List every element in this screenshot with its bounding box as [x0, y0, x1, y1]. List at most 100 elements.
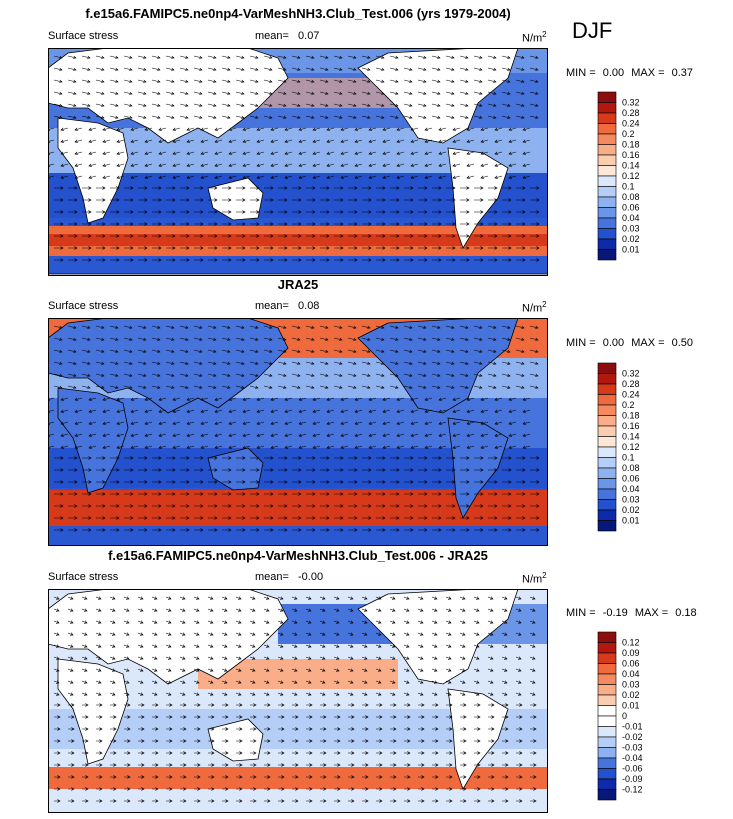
panel3-vector-arrow: [403, 620, 410, 624]
panel1-vector-arrow: [417, 115, 427, 120]
panel3-vector-arrow: [362, 763, 369, 767]
panel3-vector-arrow: [529, 668, 536, 672]
panel2-vector-arrow: [418, 480, 428, 484]
panel1-vector-arrow: [81, 67, 91, 72]
panel3-vector-arrow: [473, 656, 480, 660]
panel1-vector-arrow: [445, 91, 455, 96]
panel2-vector-arrow: [130, 397, 139, 401]
panel1-vector-arrow: [516, 210, 526, 214]
panel3-vector-arrow: [207, 680, 214, 684]
panel3-vector-arrow: [334, 703, 341, 707]
panel3-vector-arrow: [235, 668, 242, 672]
panel3-vector-arrow: [403, 644, 410, 648]
panel2-vector-arrow: [298, 433, 307, 437]
panel1-vector-arrow: [256, 175, 265, 179]
panel2-vector-arrow: [424, 421, 433, 425]
panel2-vector-arrow: [445, 337, 455, 342]
panel1-vector-arrow: [487, 91, 497, 96]
panel2-vector-arrow: [250, 468, 260, 472]
panel1-vector-arrow: [404, 258, 414, 262]
panel2-vector-arrow: [446, 516, 456, 520]
panel3-vector-arrow: [193, 680, 200, 684]
panel2-vector-arrow: [515, 373, 525, 378]
panel1-vector-arrow: [144, 151, 153, 155]
panel1-vector-arrow: [333, 103, 343, 108]
panel3-vector-arrow: [235, 680, 242, 684]
panel1-vector-arrow: [123, 91, 133, 96]
panel1-vector-arrow: [256, 127, 265, 131]
panel1-vector-arrow: [368, 127, 377, 131]
panel3-vector-arrow: [305, 596, 312, 600]
panel3-vector-arrow: [96, 775, 103, 779]
panel3-vector-arrow: [502, 715, 509, 719]
panel2-vector-arrow: [319, 385, 329, 390]
panel1-vector-arrow: [137, 79, 147, 84]
panel2-vector-arrow: [404, 492, 414, 496]
panel2-vector-arrow: [530, 504, 540, 508]
panel3-vector-arrow: [473, 644, 480, 648]
panel3-mean-value: -0.00: [298, 571, 324, 583]
panel3-vector-arrow: [362, 775, 369, 779]
panel2-vector-arrow: [529, 349, 539, 354]
panel3-vector-arrow: [431, 644, 438, 648]
panel2-vector-arrow: [124, 516, 134, 520]
panel3-vector-arrow: [236, 703, 243, 707]
panel1-vector-arrow: [515, 91, 525, 96]
panel2-vector-arrow: [362, 504, 372, 508]
panel2-vector-arrow: [138, 468, 148, 472]
panel3-colorbar-swatch: [597, 642, 617, 654]
panel3-vector-arrow: [151, 596, 158, 600]
panel2-vector-arrow: [200, 445, 209, 449]
panel3-colorbar-tick-label: -0.12: [622, 785, 643, 795]
panel2-vector-arrow: [222, 528, 232, 532]
panel3-colorbar-tick-label: -0.06: [622, 764, 643, 774]
panel1-vector-arrow: [221, 55, 231, 60]
panel3-vector-arrow: [152, 787, 159, 791]
panel1-vector-arrow: [390, 246, 400, 250]
panel3-vector-arrow: [277, 644, 284, 648]
panel2-vector-arrow: [348, 480, 358, 484]
panel2-vector-arrow: [473, 373, 483, 378]
panel1-vector-arrow: [291, 67, 301, 72]
panel1-vector-arrow: [249, 115, 259, 120]
panel1-vector-arrow: [508, 151, 517, 155]
panel1-vector-arrow: [529, 79, 539, 84]
panel3-vector-arrow: [305, 644, 312, 648]
panel2-vector-arrow: [256, 397, 265, 401]
panel1-colorbar-swatch: [597, 154, 617, 166]
panel3-vector-arrow: [334, 715, 341, 719]
panel3-vector-arrow: [362, 751, 369, 755]
panel2-vector-arrow: [138, 504, 148, 508]
panel3-vector-arrow: [151, 620, 158, 624]
panel3-vector-arrow: [502, 703, 509, 707]
panel1-vector-arrow: [431, 103, 441, 108]
panel2-vector-arrow: [334, 492, 344, 496]
panel3-vector-arrow: [488, 703, 495, 707]
panel2-vector-arrow: [403, 361, 413, 366]
panel2-vector-arrow: [194, 492, 204, 496]
panel2-vector-arrow: [74, 421, 83, 425]
panel2-vector-arrow: [473, 349, 483, 354]
panel3-vector-arrow: [347, 632, 354, 636]
panel2-vector-arrow: [278, 480, 288, 484]
panel2-vector-arrow: [390, 516, 400, 520]
panel1-vector-arrow: [124, 210, 134, 214]
panel1-vector-arrow: [432, 222, 442, 226]
panel1-colorbar-swatch: [597, 217, 617, 229]
panel1-vector-arrow: [95, 91, 105, 96]
panel1-vector-arrow: [180, 198, 190, 202]
panel3-vector-arrow: [404, 763, 411, 767]
panel1-vector-arrow: [445, 115, 455, 120]
panel1-vector-arrow: [277, 67, 287, 72]
panel2-vector-arrow: [250, 504, 260, 508]
panel3-colorbar-tick-label: -0.04: [622, 753, 643, 763]
panel3-vector-arrow: [138, 799, 145, 803]
panel3-vector-arrow: [431, 656, 438, 660]
panel1-vector-arrow: [516, 186, 526, 190]
panel1-vector-arrow: [74, 127, 83, 131]
panel3-vector-arrow: [165, 656, 172, 660]
panel3-vector-arrow: [165, 608, 172, 612]
panel3-vector-arrow: [529, 632, 536, 636]
panel2-vector-arrow: [320, 492, 330, 496]
panel1-vector-arrow: [418, 222, 428, 226]
